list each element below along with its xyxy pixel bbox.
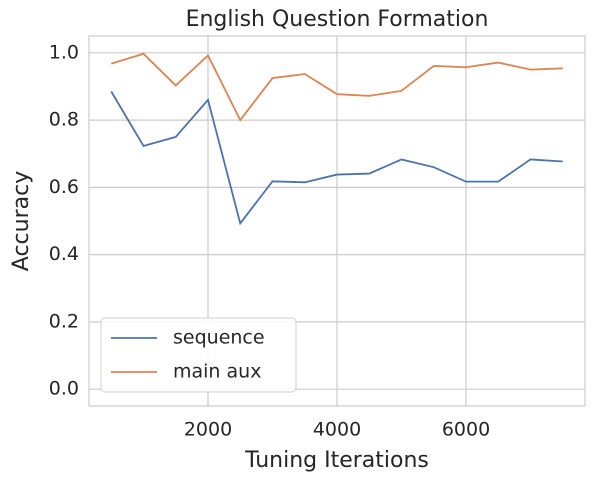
x-tick-label: 4000 [313, 419, 361, 441]
y-tick-label: 1.0 [49, 41, 79, 63]
series-line [110, 52, 563, 122]
y-tick-label: 0.0 [49, 378, 79, 400]
series-line [110, 91, 563, 226]
legend-box [100, 317, 297, 393]
y-tick-label: 0.6 [49, 176, 79, 198]
y-axis-label: Accuracy [9, 171, 34, 271]
y-tick-label: 0.4 [49, 243, 79, 265]
legend-label: main aux [173, 361, 261, 383]
chart-title: English Question Formation [186, 7, 489, 32]
plot-border [88, 35, 586, 407]
x-tick-label: 6000 [442, 419, 490, 441]
x-tick-label: 2000 [184, 419, 232, 441]
x-axis-label: Tuning Iterations [244, 448, 429, 473]
y-tick-label: 0.8 [49, 109, 79, 131]
legend-label: sequence [173, 327, 265, 349]
y-tick-label: 0.2 [49, 310, 79, 332]
